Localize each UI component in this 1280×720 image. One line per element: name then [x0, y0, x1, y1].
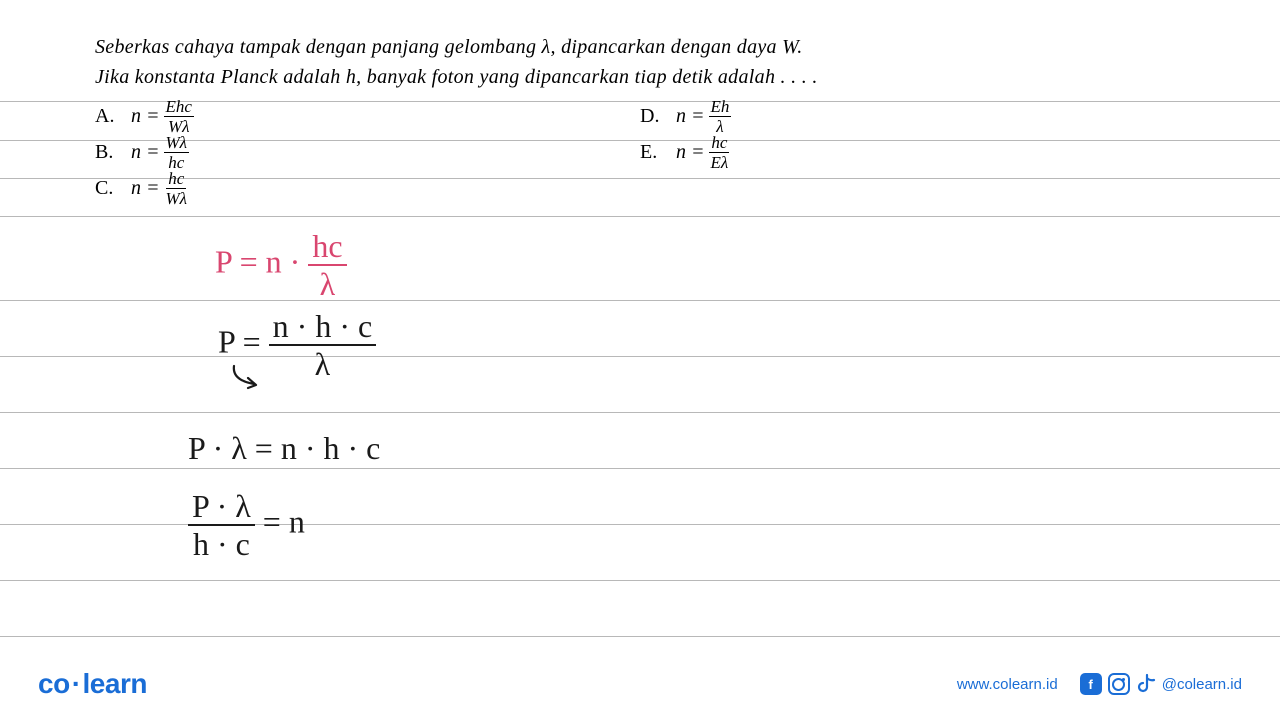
logo-right: learn	[83, 668, 147, 699]
paper-background: Seberkas cahaya tampak dengan panjang ge…	[0, 0, 1280, 720]
option-e: E. n = hc Eλ	[640, 134, 1185, 170]
frac-den: λ	[714, 117, 725, 135]
ruled-line	[0, 412, 1280, 413]
ruled-line	[0, 636, 1280, 637]
handwritten-line-4: P · λ h · c = n	[188, 490, 305, 560]
option-fraction: Wλ hc	[164, 134, 190, 171]
footer: co·learn www.colearn.id f @colearn.id	[0, 668, 1280, 700]
handwritten-line-3: P · λ = n · h · c	[188, 430, 380, 467]
option-letter: C.	[95, 173, 131, 203]
question-line-2: Jika konstanta Planck adalah h, banyak f…	[95, 62, 1185, 92]
option-fraction: Ehc Wλ	[164, 98, 194, 135]
option-fraction: hc Eλ	[709, 134, 731, 171]
option-lhs: n =	[676, 101, 705, 131]
hw-prefix: P = n ·	[215, 243, 308, 279]
option-lhs: n =	[131, 137, 160, 167]
frac-num: hc	[709, 134, 729, 153]
facebook-icon[interactable]: f	[1080, 673, 1102, 695]
option-b: B. n = Wλ hc	[95, 134, 640, 170]
ruled-line	[0, 216, 1280, 217]
option-letter: E.	[640, 137, 676, 167]
option-a: A. n = Ehc Wλ	[95, 98, 640, 134]
option-fraction: hc Wλ	[164, 170, 190, 207]
hw-suffix: = n	[263, 503, 305, 539]
hw-num: P · λ	[188, 490, 255, 524]
social-handle[interactable]: @colearn.id	[1162, 676, 1242, 693]
options-left-col: A. n = Ehc Wλ B. n = Wλ hc C.	[95, 98, 640, 206]
option-lhs: n =	[676, 137, 705, 167]
ruled-line	[0, 468, 1280, 469]
ruled-line	[0, 356, 1280, 357]
hw-num: n · h · c	[269, 310, 377, 344]
options-row: A. n = Ehc Wλ B. n = Wλ hc C.	[95, 98, 1185, 206]
hw-text: P · λ = n · h · c	[188, 430, 380, 466]
option-fraction: Eh λ	[709, 98, 732, 135]
footer-url[interactable]: www.colearn.id	[957, 676, 1058, 693]
footer-right: www.colearn.id f @colearn.id	[957, 673, 1242, 695]
frac-den: Wλ	[164, 189, 190, 207]
hw-fraction: hc λ	[308, 230, 346, 300]
option-letter: D.	[640, 101, 676, 131]
option-letter: A.	[95, 101, 131, 131]
arrow-icon	[228, 362, 268, 392]
brand-logo: co·learn	[38, 668, 147, 700]
ruled-line	[0, 300, 1280, 301]
hw-prefix: P =	[218, 323, 269, 359]
frac-num: hc	[166, 170, 186, 189]
question-line-1: Seberkas cahaya tampak dengan panjang ge…	[95, 32, 1185, 62]
social-icons: f @colearn.id	[1080, 673, 1242, 695]
options-right-col: D. n = Eh λ E. n = hc Eλ	[640, 98, 1185, 206]
instagram-icon[interactable]	[1108, 673, 1130, 695]
handwritten-line-1: P = n · hc λ	[215, 230, 347, 300]
question-block: Seberkas cahaya tampak dengan panjang ge…	[95, 32, 1185, 206]
frac-den: Wλ	[166, 117, 192, 135]
option-lhs: n =	[131, 173, 160, 203]
frac-den: Eλ	[709, 153, 731, 171]
option-c: C. n = hc Wλ	[95, 170, 640, 206]
frac-num: Eh	[709, 98, 732, 117]
hw-num: hc	[308, 230, 346, 264]
option-lhs: n =	[131, 101, 160, 131]
ruled-line	[0, 580, 1280, 581]
hw-fraction: P · λ h · c	[188, 490, 255, 560]
logo-left: co	[38, 668, 70, 699]
option-letter: B.	[95, 137, 131, 167]
option-d: D. n = Eh λ	[640, 98, 1185, 134]
hw-den: λ	[316, 266, 340, 300]
logo-dot: ·	[72, 668, 81, 699]
hw-den: λ	[311, 346, 335, 380]
hw-fraction: n · h · c λ	[269, 310, 377, 380]
frac-num: Ehc	[164, 98, 194, 117]
frac-den: hc	[166, 153, 186, 171]
tiktok-icon[interactable]	[1136, 673, 1156, 695]
frac-num: Wλ	[164, 134, 190, 153]
hw-den: h · c	[189, 526, 254, 560]
